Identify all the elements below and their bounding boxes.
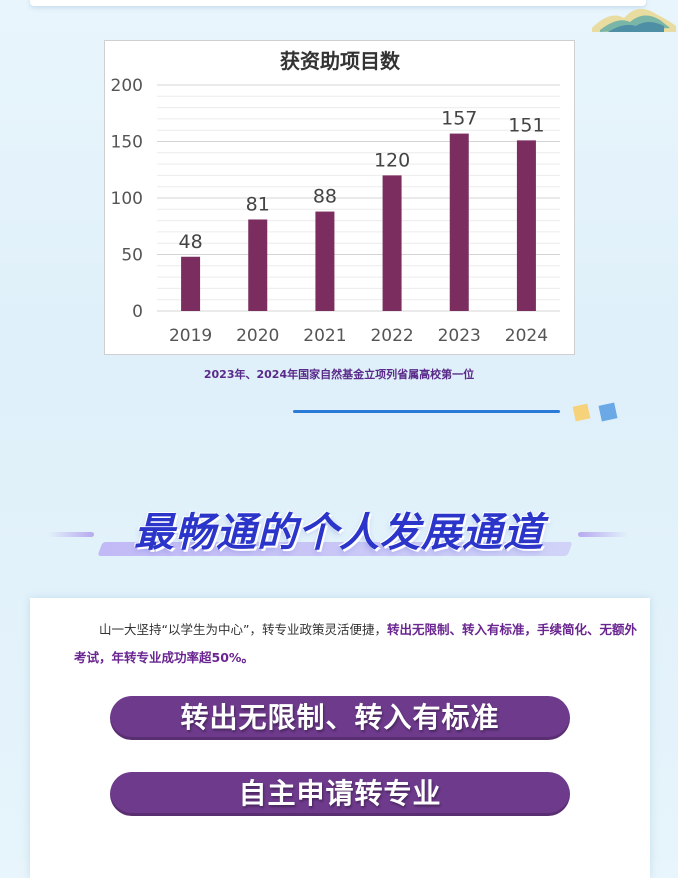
y-tick-label: 100	[111, 189, 143, 209]
intro-text-highlight: 转出无限制、转入有标准，手续简化、无额外考试，年转专业成功率超50%。	[74, 622, 637, 665]
x-tick-label: 2024	[505, 326, 548, 346]
blue-square-decoration	[598, 402, 618, 422]
pill-banner-self-apply: 自主申请转专业	[110, 772, 570, 816]
y-tick-label: 50	[121, 246, 143, 266]
yellow-square-decoration	[572, 403, 591, 422]
top-card-edge	[30, 0, 646, 6]
y-tick-label: 0	[132, 302, 143, 322]
bar-2020	[248, 219, 268, 311]
mountain-decoration-icon	[592, 8, 676, 33]
blue-divider-line	[293, 410, 560, 413]
pill-banner-transfer-rules: 转出无限制、转入有标准	[110, 696, 570, 740]
chart-panel: 获资助项目数 0 50 100 150 200 2019 2020 2021 2022 2023 2…	[104, 40, 575, 355]
section-title: 最畅通的个人发展通道	[134, 510, 544, 556]
title-bar-right	[578, 532, 628, 537]
y-tick-label: 150	[111, 133, 143, 153]
x-tick-label: 2019	[169, 326, 212, 346]
bar-chart: 获资助项目数 0 50 100 150 200 2019 2020 2021 2022 2023 2…	[111, 49, 560, 346]
data-label-2024: 151	[508, 114, 544, 136]
data-label-2023: 157	[441, 108, 477, 130]
data-label-2021: 88	[313, 186, 337, 208]
bar-2022	[382, 175, 402, 311]
data-label-2020: 81	[246, 193, 270, 215]
intro-paragraph: 山一大坚持“以学生为中心”，转专业政策灵活便捷，转出无限制、转入有标准，手续简化…	[74, 616, 642, 672]
chart-caption: 2023年、2024年国家自然基金立项列省属高校第一位	[203, 368, 475, 381]
x-tick-label: 2022	[370, 326, 413, 346]
x-tick-label: 2020	[236, 326, 279, 346]
bar-2021	[315, 211, 335, 311]
data-label-2022: 120	[374, 149, 410, 171]
bar-2023	[449, 133, 469, 311]
data-label-2019: 48	[178, 231, 202, 253]
content-card: 山一大坚持“以学生为中心”，转专业政策灵活便捷，转出无限制、转入有标准，手续简化…	[30, 598, 650, 878]
bar-2019	[181, 256, 201, 311]
x-tick-label: 2023	[438, 326, 481, 346]
bar-2024	[516, 140, 536, 311]
title-bar-left	[48, 532, 94, 537]
x-tick-label: 2021	[303, 326, 346, 346]
y-tick-label: 200	[111, 76, 143, 96]
chart-title: 获资助项目数	[280, 49, 401, 73]
intro-text-plain: 山一大坚持“以学生为中心”，转专业政策灵活便捷，	[99, 622, 387, 637]
